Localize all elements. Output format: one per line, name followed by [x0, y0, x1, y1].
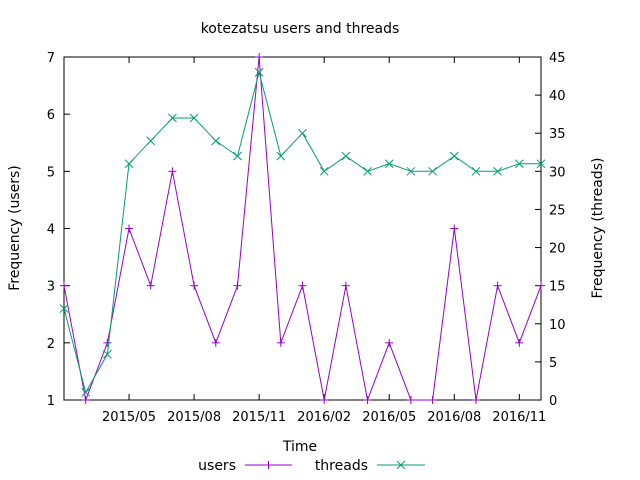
y-tick-label-left: 6: [47, 108, 55, 123]
y-tick-label-left: 3: [47, 280, 55, 295]
users-point: [341, 281, 350, 290]
threads-point: [276, 151, 286, 161]
x-axis-label: Time: [282, 439, 317, 455]
threads-point: [449, 151, 459, 161]
users-point: [471, 396, 480, 404]
series-threads: [59, 67, 546, 397]
y-tick-label-left: 1: [47, 394, 55, 409]
users-point: [211, 338, 220, 347]
y-axis-label-right: Frequency (threads): [590, 158, 606, 299]
legend-item-users: users: [198, 458, 292, 474]
y-tick-label-right: 15: [549, 280, 566, 295]
series-layer: [59, 53, 546, 404]
x-tick-label: 2016/05: [362, 410, 416, 425]
threads-point: [406, 166, 416, 176]
users-point: [385, 338, 394, 347]
legend-item-threads: threads: [315, 458, 425, 474]
threads-point: [384, 159, 394, 169]
y-tick-label-right: 10: [549, 318, 566, 333]
legend-marker: [396, 460, 406, 470]
users-point: [406, 396, 415, 404]
users-point: [146, 281, 155, 290]
y-tick-label-right: 35: [549, 127, 566, 142]
users-point: [255, 53, 264, 61]
users-point: [320, 396, 329, 404]
users-point: [233, 281, 242, 290]
threads-point: [471, 166, 481, 176]
threads-point: [341, 151, 351, 161]
y-tick-label-left: 4: [47, 223, 55, 238]
series-users: [60, 53, 545, 404]
threads-point: [59, 304, 69, 313]
y-tick-label-left: 5: [47, 165, 55, 180]
chart-title: kotezatsu users and threads: [201, 21, 400, 37]
threads-point: [493, 166, 502, 176]
users-point: [81, 396, 90, 404]
y-tick-label-left: 2: [47, 337, 55, 352]
threads-point: [146, 136, 156, 146]
users-point: [450, 224, 459, 233]
threads-point: [428, 166, 437, 176]
threads-point: [514, 159, 524, 169]
threads-point: [254, 67, 264, 77]
y-tick-label-right: 20: [549, 242, 566, 257]
threads-point: [189, 113, 199, 123]
threads-point: [124, 159, 134, 169]
legend-label: threads: [315, 458, 368, 474]
x-tick-label: 2016/08: [427, 410, 481, 425]
threads-point: [363, 166, 372, 176]
threads-point: [81, 388, 91, 397]
threads-point: [319, 166, 329, 176]
users-point: [537, 281, 545, 290]
y-tick-label-right: 45: [549, 51, 566, 66]
y-tick-label-left: 7: [47, 51, 55, 66]
users-point: [515, 338, 524, 347]
users-point: [125, 224, 134, 233]
threads-point: [103, 349, 112, 359]
threads-point: [211, 136, 221, 146]
threads-point: [536, 159, 546, 169]
users-point: [168, 167, 177, 176]
users-point: [298, 281, 307, 290]
y-axis-label-left: Frequency (users): [7, 165, 23, 291]
users-point: [103, 338, 112, 347]
legend: users threads: [198, 458, 425, 474]
x-tick-label: 2016/11: [492, 410, 546, 425]
users-point: [276, 338, 285, 347]
x-tick-label: 2016/02: [297, 410, 351, 425]
threads-point: [168, 113, 177, 123]
y-tick-label-right: 0: [549, 394, 557, 409]
y-tick-label-right: 5: [549, 356, 557, 371]
users-point: [363, 396, 372, 404]
threads-point: [233, 151, 242, 161]
users-point: [190, 281, 199, 290]
y-tick-label-right: 40: [549, 89, 566, 104]
legend-marker: [264, 461, 273, 469]
x-tick-label: 2015/08: [167, 410, 221, 425]
x-tick-label: 2015/05: [102, 410, 156, 425]
users-point: [428, 396, 437, 404]
y-tick-label-right: 25: [549, 203, 566, 218]
users-line: [63, 56, 542, 402]
y-tick-label-right: 30: [549, 165, 566, 180]
threads-point: [298, 128, 307, 138]
users-point: [493, 281, 502, 290]
x-tick-label: 2015/11: [232, 410, 286, 425]
legend-label: users: [198, 458, 236, 474]
users-point: [60, 281, 68, 290]
